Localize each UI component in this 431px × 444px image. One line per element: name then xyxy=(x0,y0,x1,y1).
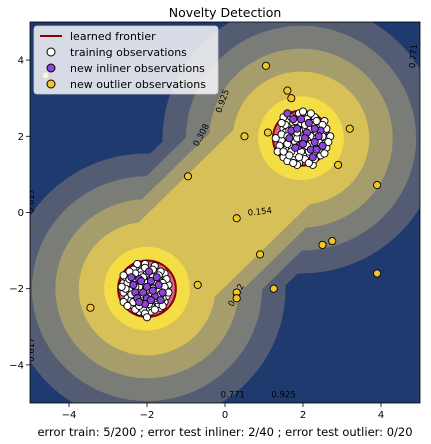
chart-title: Novelty Detection xyxy=(169,5,282,20)
legend-label-outlier: new outlier observations xyxy=(70,78,206,91)
training-point xyxy=(150,305,159,314)
inliner-point xyxy=(310,124,319,133)
outlier-point xyxy=(269,284,278,293)
inliner-point xyxy=(142,282,152,291)
training-point xyxy=(117,282,126,291)
inliner-point xyxy=(137,277,146,286)
y-tick-label: −2 xyxy=(9,284,24,295)
inliner-point xyxy=(139,288,148,297)
training-point xyxy=(298,107,308,116)
inliner-point xyxy=(129,280,138,289)
x-tick-label: −4 xyxy=(62,410,77,421)
legend-label-frontier: learned frontier xyxy=(70,30,156,43)
inliner-point xyxy=(148,286,157,295)
legend-box xyxy=(33,25,219,95)
inliner-point xyxy=(318,141,327,150)
inliner-point xyxy=(144,267,153,276)
training-point xyxy=(285,151,294,160)
inliner-point xyxy=(314,132,323,141)
inliner-point xyxy=(146,296,155,305)
inliner-point xyxy=(152,273,161,282)
training-point xyxy=(289,158,298,168)
contour-label: 0.617 xyxy=(27,337,37,361)
y-axis: −4 −2 0 2 4 xyxy=(9,56,30,371)
outlier-point xyxy=(232,294,241,303)
x-tick-label: 0 xyxy=(222,410,228,421)
y-tick-label: 2 xyxy=(18,132,24,143)
training-point xyxy=(304,158,313,168)
training-point xyxy=(312,117,321,126)
legend-outlier-marker xyxy=(46,79,56,89)
outlier-point xyxy=(256,250,265,259)
training-point xyxy=(271,134,280,143)
inliner-point xyxy=(308,153,317,162)
inliner-point xyxy=(283,109,292,118)
x-tick-label: 2 xyxy=(300,410,306,421)
legend-label-inliner: new inliner observations xyxy=(70,62,205,75)
inliner-point xyxy=(154,280,163,289)
outlier-point xyxy=(86,303,95,312)
x-tick-label: 4 xyxy=(378,410,384,421)
outlier-point xyxy=(328,237,337,246)
outlier-point xyxy=(232,214,241,223)
outlier-point xyxy=(373,269,382,278)
scatter-points xyxy=(41,61,382,322)
contour-label: 0.771 xyxy=(221,390,245,400)
legend-training-marker xyxy=(46,47,56,57)
contour-label: 0.617 xyxy=(27,189,37,213)
inliner-point xyxy=(291,143,300,152)
outlier-point xyxy=(193,280,202,289)
training-point xyxy=(320,149,329,158)
inliner-point xyxy=(156,296,165,305)
contour-label: 0.925 xyxy=(271,390,295,400)
x-axis-label: error train: 5/200 ; error test inliner:… xyxy=(37,425,412,439)
legend-label-training: training observations xyxy=(70,46,187,59)
inliner-point xyxy=(135,297,144,307)
inliner-point xyxy=(296,115,306,124)
inliner-point xyxy=(310,137,319,147)
training-point xyxy=(119,271,128,280)
outlier-point xyxy=(334,160,343,169)
inliner-point xyxy=(304,118,313,128)
inliner-point xyxy=(127,273,136,282)
y-tick-label: −4 xyxy=(9,360,24,371)
x-tick-label: −2 xyxy=(140,410,155,421)
inliner-point xyxy=(298,139,308,148)
inliner-point xyxy=(146,277,155,286)
legend: learned frontier training observations n… xyxy=(33,25,219,95)
outlier-point xyxy=(345,124,354,133)
outlier-point xyxy=(183,172,192,181)
outlier-point xyxy=(283,86,292,95)
training-point xyxy=(324,137,333,147)
training-point xyxy=(295,153,304,162)
inliner-point xyxy=(158,288,167,297)
outlier-point xyxy=(287,94,296,103)
outlier-point xyxy=(263,128,272,137)
training-point xyxy=(123,301,132,310)
training-point xyxy=(133,259,142,268)
inliner-point xyxy=(289,115,298,124)
inliner-point xyxy=(312,145,321,154)
training-point xyxy=(279,147,288,156)
outlier-point xyxy=(373,181,382,190)
legend-inliner-marker xyxy=(46,63,56,73)
inliner-point xyxy=(293,124,302,133)
y-tick-label: 0 xyxy=(18,208,24,219)
outlier-point xyxy=(318,240,327,249)
inliner-point xyxy=(285,134,294,143)
training-point xyxy=(277,118,286,128)
y-tick-label: 4 xyxy=(18,56,24,67)
contour-label: 0.771 xyxy=(408,44,420,69)
contour-label: 0.154 xyxy=(247,206,272,218)
training-point xyxy=(306,109,315,118)
training-point xyxy=(142,313,152,322)
outlier-point xyxy=(261,61,271,70)
x-axis: −4 −2 0 2 4 xyxy=(62,403,384,421)
outlier-point xyxy=(240,132,249,141)
